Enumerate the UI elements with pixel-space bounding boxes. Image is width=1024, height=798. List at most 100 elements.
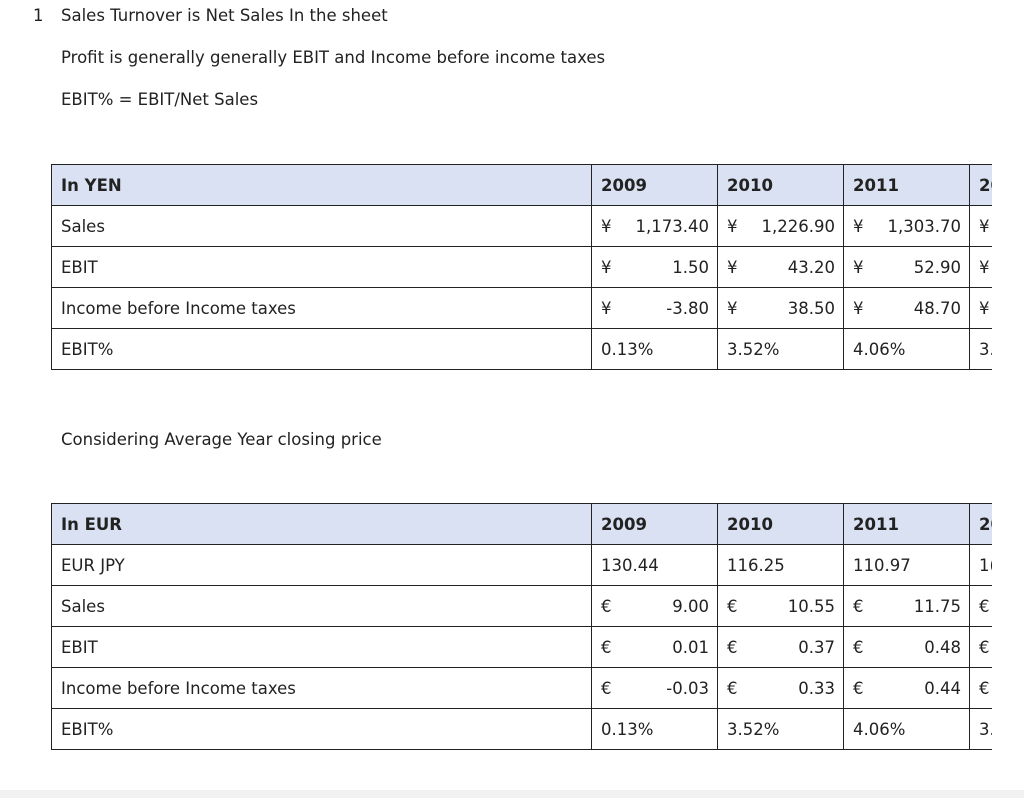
yen-table-container: In YEN 2009 2010 2011 20 Sales ¥1,173.40… [51, 164, 992, 370]
currency-symbol: ¥ [853, 216, 864, 236]
header-cell: 2011 [843, 164, 970, 206]
table-cell: 1( [969, 544, 992, 586]
table-cell: ¥ [969, 287, 992, 329]
row-label: EBIT [51, 626, 592, 668]
currency-symbol: ¥ [979, 257, 990, 277]
row-label: EUR JPY [51, 544, 592, 586]
table-row: EUR JPY 130.44 116.25 110.97 1( [51, 544, 992, 586]
table-cell: €9.00 [591, 585, 718, 627]
table-cell: 3. [969, 708, 992, 750]
yen-table: In YEN 2009 2010 2011 20 Sales ¥1,173.40… [51, 164, 992, 370]
cell-value: 0.37 [798, 637, 835, 657]
note-average-price: Considering Average Year closing price [61, 430, 382, 449]
table-cell: €0.33 [717, 667, 844, 709]
table-row: Income before Income taxes € -0.03 €0.33 … [51, 667, 992, 709]
table-cell: € -0.03 [591, 667, 718, 709]
cell-value: 52.90 [913, 257, 961, 277]
cell-value: 0.01 [672, 637, 709, 657]
currency-symbol: ¥ [727, 298, 738, 318]
currency-symbol: ¥ [979, 216, 990, 236]
table-cell: ¥1,226.90 [717, 205, 844, 247]
cell-value: 1.50 [672, 257, 709, 277]
table-cell: € [969, 585, 992, 627]
currency-symbol: € [601, 596, 612, 616]
cell-value: -0.03 [666, 678, 709, 698]
table-cell: ¥1.50 [591, 246, 718, 288]
table-cell: 3. [969, 328, 992, 370]
row-label: Sales [51, 205, 592, 247]
header-cell: 20 [969, 164, 992, 206]
table-cell: ¥ [969, 205, 992, 247]
table-cell: 0.13% [591, 328, 718, 370]
table-row: EBIT €0.01 €0.37 €0.48 € [51, 626, 992, 668]
table-row: EBIT ¥1.50 ¥43.20 ¥52.90 ¥ [51, 246, 992, 288]
table-cell: 4.06% [843, 328, 970, 370]
cell-value: 1,303.70 [887, 216, 961, 236]
cell-value: 48.70 [913, 298, 961, 318]
header-cell: 2010 [717, 164, 844, 206]
currency-symbol: ¥ [601, 216, 612, 236]
row-label: Sales [51, 585, 592, 627]
bottom-strip [0, 790, 1024, 798]
table-cell: €11.75 [843, 585, 970, 627]
table-cell: 4.06% [843, 708, 970, 750]
currency-symbol: € [979, 596, 990, 616]
table-cell: € [969, 626, 992, 668]
currency-symbol: ¥ [979, 298, 990, 318]
header-cell: 2011 [843, 503, 970, 545]
cell-value: 0.48 [924, 637, 961, 657]
currency-symbol: € [727, 596, 738, 616]
header-cell: 20 [969, 503, 992, 545]
table-row: Income before Income taxes ¥ -3.80 ¥38.50… [51, 287, 992, 329]
table-cell: € [969, 667, 992, 709]
table-cell: €10.55 [717, 585, 844, 627]
currency-symbol: ¥ [601, 298, 612, 318]
table-cell: ¥ [969, 246, 992, 288]
header-cell: 2010 [717, 503, 844, 545]
currency-symbol: ¥ [727, 257, 738, 277]
eur-table-container: In EUR 2009 2010 2011 20 EUR JPY 130.44 … [51, 503, 992, 750]
table-row: Sales ¥1,173.40 ¥1,226.90 ¥1,303.70 ¥ [51, 205, 992, 247]
row-label: Income before Income taxes [51, 667, 592, 709]
currency-symbol: € [601, 678, 612, 698]
row-label: EBIT% [51, 708, 592, 750]
currency-symbol: € [853, 596, 864, 616]
currency-symbol: ¥ [601, 257, 612, 277]
currency-symbol: € [853, 637, 864, 657]
header-cell: 2009 [591, 503, 718, 545]
cell-value: -3.80 [666, 298, 709, 318]
row-label: Income before Income taxes [51, 287, 592, 329]
cell-value: 38.50 [787, 298, 835, 318]
table-cell: 0.13% [591, 708, 718, 750]
currency-symbol: € [727, 637, 738, 657]
currency-symbol: € [601, 637, 612, 657]
note-profit-definition: Profit is generally generally EBIT and I… [61, 48, 606, 67]
note-sales-turnover: Sales Turnover is Net Sales In the sheet [61, 6, 388, 25]
currency-symbol: € [979, 637, 990, 657]
table-cell: ¥52.90 [843, 246, 970, 288]
table-cell: €0.48 [843, 626, 970, 668]
cell-value: 1,173.40 [635, 216, 709, 236]
table-row: EBIT% 0.13% 3.52% 4.06% 3. [51, 328, 992, 370]
table-cell: ¥1,303.70 [843, 205, 970, 247]
currency-symbol: € [979, 678, 990, 698]
table-cell: ¥ -3.80 [591, 287, 718, 329]
cell-value: 11.75 [913, 596, 961, 616]
table-cell: ¥1,173.40 [591, 205, 718, 247]
currency-symbol: ¥ [727, 216, 738, 236]
row-label: EBIT [51, 246, 592, 288]
table-cell: 3.52% [717, 328, 844, 370]
cell-value: 0.44 [924, 678, 961, 698]
table-cell: ¥43.20 [717, 246, 844, 288]
table-cell: €0.01 [591, 626, 718, 668]
cell-value: 9.00 [672, 596, 709, 616]
table-cell: €0.44 [843, 667, 970, 709]
table-row: EBIT% 0.13% 3.52% 4.06% 3. [51, 708, 992, 750]
table-cell: ¥38.50 [717, 287, 844, 329]
cell-value: 1,226.90 [761, 216, 835, 236]
currency-symbol: € [727, 678, 738, 698]
cell-value: 10.55 [787, 596, 835, 616]
list-number: 1 [33, 6, 44, 25]
eur-table: In EUR 2009 2010 2011 20 EUR JPY 130.44 … [51, 503, 992, 750]
table-header-row: In EUR 2009 2010 2011 20 [51, 503, 992, 545]
